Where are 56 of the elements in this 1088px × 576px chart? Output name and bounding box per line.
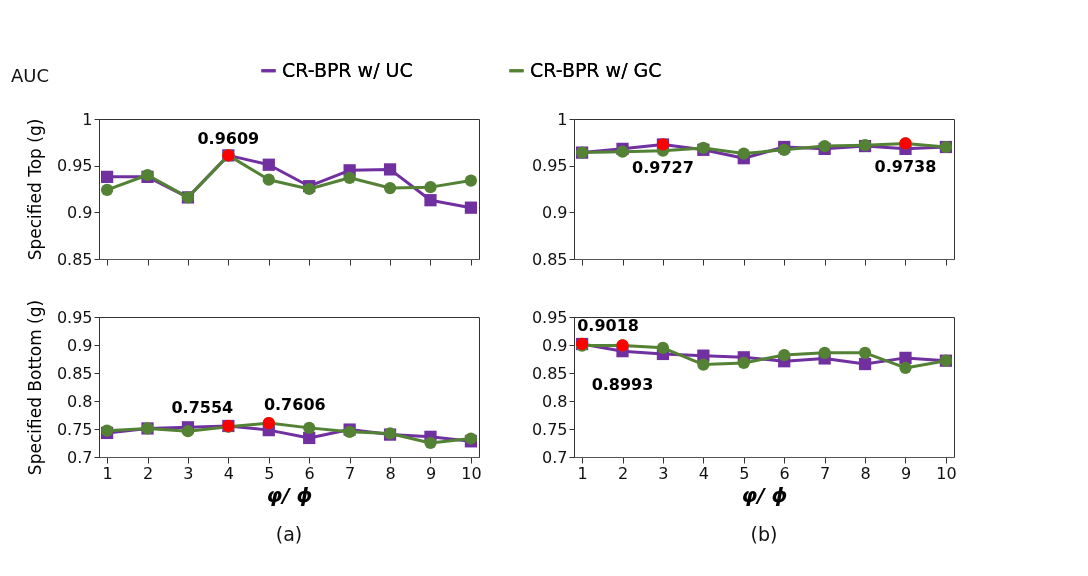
annotation: 0.7606 (263, 395, 326, 415)
y-tick-label: 0.7 (67, 447, 93, 467)
x-tick-label: 5 (264, 463, 275, 483)
y-axis-title: Specified Top (g) (24, 118, 45, 261)
x-tick-label: 8 (860, 463, 871, 483)
y-axis-title: Specified Bottom (g) (24, 299, 45, 476)
y-tick-label: 0.9 (542, 202, 568, 222)
annotation: 0.9738 (874, 157, 937, 177)
x-tick-label: 1 (577, 463, 588, 483)
y-tick-label: 0.75 (56, 419, 93, 439)
text: (a) (275, 523, 303, 545)
legend-label: CR-BPR w/ GC (530, 58, 662, 81)
y-tick-label: 0.9 (67, 202, 93, 222)
x-tick-label: 1 (102, 463, 113, 483)
y-tick-label: 0.95 (56, 156, 93, 176)
x-tick-label: 9 (900, 463, 912, 483)
y-tick-label: 0.9 (542, 335, 568, 355)
y-tick-label: 0.85 (531, 363, 568, 383)
y-tick-label: 0.95 (531, 307, 568, 327)
x-tick-label: 8 (385, 463, 396, 483)
y-tick-label: 0.8 (67, 391, 93, 411)
y-tick-label: 0.85 (531, 249, 568, 269)
x-axis-title: φ/ ϕ (741, 482, 788, 507)
y-tick-label: 0.7 (542, 447, 568, 467)
annotation: 0.7554 (171, 397, 234, 417)
x-tick-label: 6 (304, 463, 315, 483)
x-tick-label: 10 (936, 463, 957, 483)
x-tick-label: 3 (183, 463, 194, 483)
x-tick-label: 10 (461, 463, 482, 483)
x-tick-label: 2 (142, 463, 154, 483)
annotation: 0.9727 (632, 158, 694, 178)
y-tick-label: 0.85 (56, 363, 93, 383)
x-tick-label: 2 (617, 463, 629, 483)
x-tick-label: 4 (223, 463, 234, 483)
y-tick-label: 0.9 (67, 335, 93, 355)
x-tick-label: 7 (345, 463, 356, 483)
x-axis-title: φ/ ϕ (266, 482, 313, 507)
y-tick-label: 0.8 (542, 391, 568, 411)
x-tick-label: 5 (739, 463, 750, 483)
y-tick-label: 0.75 (531, 419, 568, 439)
annotation: 0.8993 (591, 375, 654, 395)
x-tick-label: 4 (698, 463, 709, 483)
x-tick-label: 3 (658, 463, 669, 483)
y-tick-label: 0.95 (56, 307, 93, 327)
text: (b) (750, 523, 778, 545)
x-tick-label: 6 (779, 463, 790, 483)
y-tick-label: 0.95 (531, 156, 568, 176)
text: AUC (10, 65, 49, 86)
y-tick-label: 1 (82, 109, 93, 129)
annotation: 0.9018 (577, 315, 639, 335)
x-tick-label: 9 (425, 463, 437, 483)
y-tick-label: 0.85 (56, 249, 93, 269)
x-tick-label: 7 (820, 463, 831, 483)
legend-label: CR-BPR w/ UC (282, 58, 413, 81)
y-tick-label: 1 (557, 109, 568, 129)
annotation: 0.9609 (197, 129, 260, 149)
